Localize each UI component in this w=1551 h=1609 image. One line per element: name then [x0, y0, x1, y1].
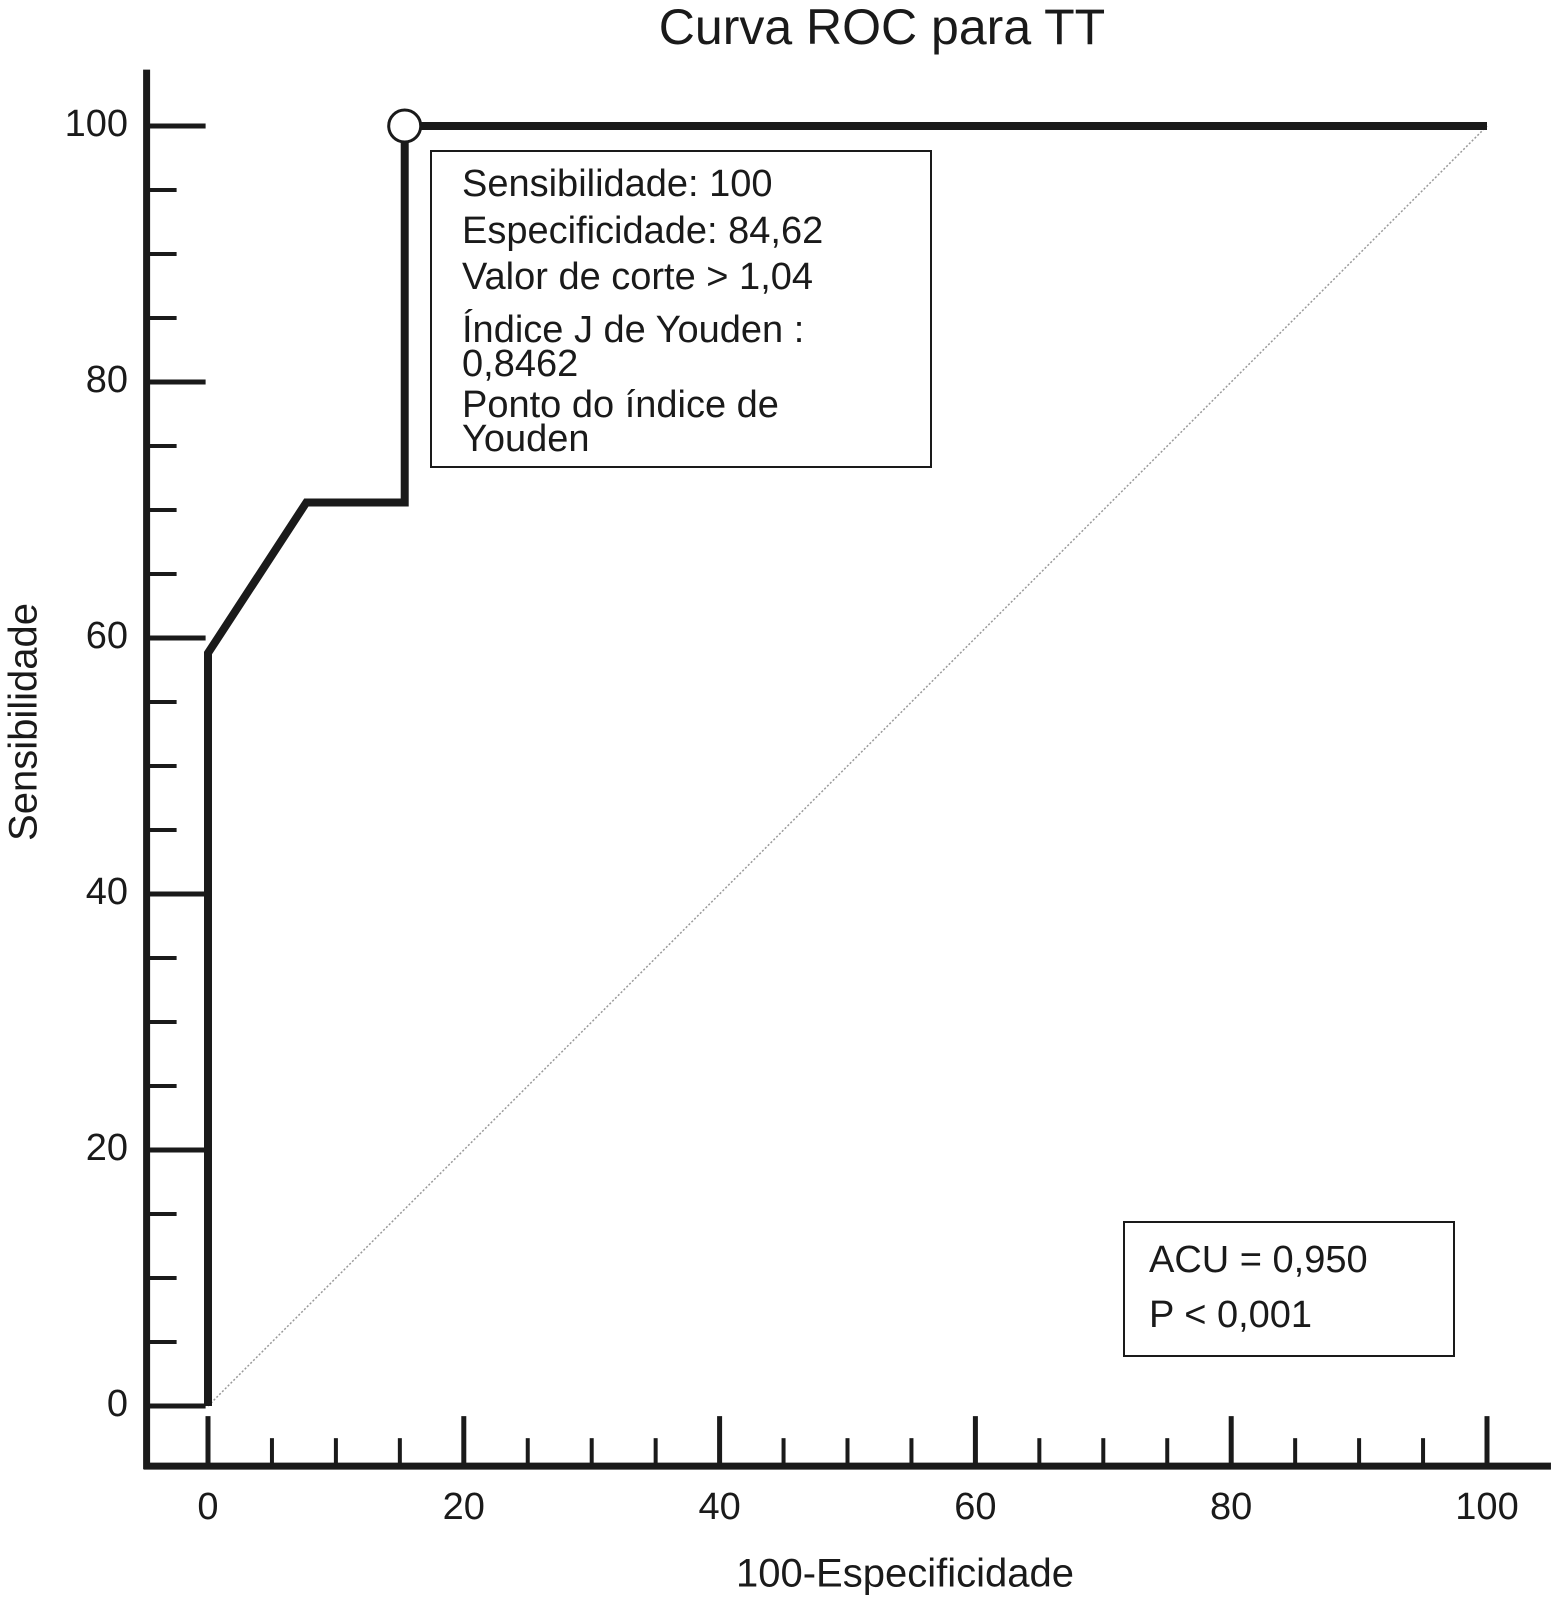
- y-tick-label: 80: [86, 359, 128, 401]
- x-tick-label: 80: [1210, 1486, 1252, 1528]
- annotation-text: Valor de corte > 1,04: [462, 256, 813, 298]
- youden-point: [387, 108, 423, 144]
- y-tick-label: 60: [86, 615, 128, 657]
- x-tick-label: 40: [698, 1486, 740, 1528]
- annotation-text: P < 0,001: [1149, 1294, 1312, 1336]
- annotation-box: [430, 150, 932, 468]
- annotation-text: 0,8462: [462, 343, 578, 385]
- annotation-text: Sensibilidade: 100: [462, 163, 773, 205]
- annotation-text: Especificidade: 84,62: [462, 210, 823, 252]
- annotation-box: [1123, 1221, 1455, 1357]
- y-tick-label: 100: [65, 103, 128, 145]
- x-tick-label: 100: [1455, 1486, 1518, 1528]
- y-tick-label: 40: [86, 871, 128, 913]
- y-tick-label: 0: [107, 1383, 128, 1425]
- roc-curve: [204, 122, 1487, 1406]
- x-axis-label: 100-Especificidade: [736, 1552, 1074, 1596]
- chart-title: Curva ROC para TT: [659, 0, 1105, 55]
- y-axis-label: Sensibilidade: [2, 603, 46, 841]
- annotation-text: Índice J de Youden :: [462, 308, 804, 351]
- y-tick-label: 20: [86, 1127, 128, 1169]
- x-tick-label: 0: [197, 1486, 218, 1528]
- annotation-text: ACU = 0,950: [1149, 1239, 1368, 1281]
- annotation-text: Ponto do índice de: [462, 384, 779, 426]
- annotation-text: Youden: [462, 418, 590, 460]
- reference-line: [207, 125, 1488, 1407]
- x-tick-label: 60: [954, 1486, 996, 1528]
- x-tick-label: 20: [443, 1486, 485, 1528]
